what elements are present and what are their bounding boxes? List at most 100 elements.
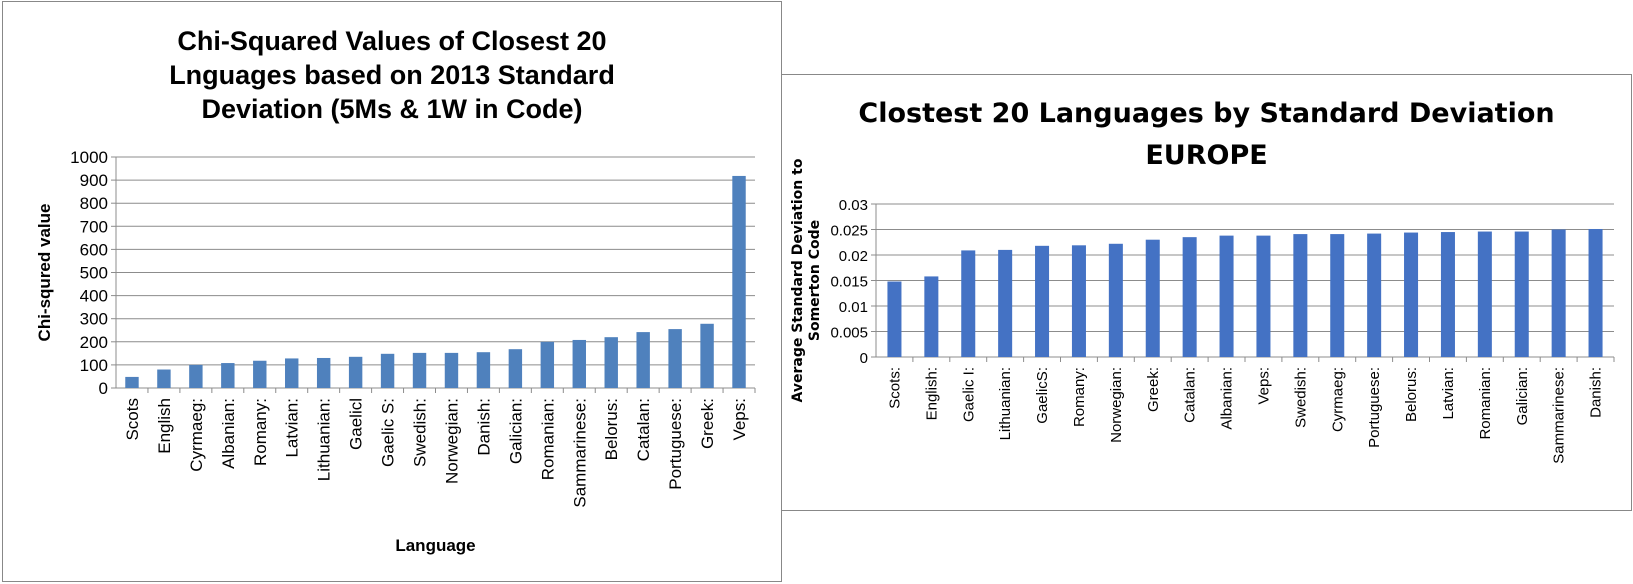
x-tick-label: Romany: [1071, 367, 1088, 427]
bar [732, 175, 746, 388]
x-tick-label: Cyrmaeg: [187, 398, 206, 472]
bar [1108, 243, 1123, 357]
bar [998, 249, 1013, 357]
x-tick-label: Sammarinese: [1551, 367, 1568, 464]
x-tick-label: Latvian: [1440, 367, 1457, 420]
bar [1514, 231, 1529, 357]
chart-panel-chi-squared: Chi-Squared Values of Closest 20 Lnguage… [2, 1, 782, 582]
y-tick-label: 0.02 [839, 248, 868, 265]
chart-title: Clostest 20 Languages by Standard Deviat… [858, 98, 1555, 171]
x-tick-label: Norwegian: [1108, 367, 1125, 443]
y-tick-label: 100 [80, 356, 108, 375]
x-tick-label: Swedish: [1292, 367, 1309, 428]
x-tick-label: Albanian: [1219, 367, 1236, 430]
bar [444, 352, 459, 388]
bar [1256, 235, 1271, 357]
bar [668, 329, 682, 388]
bar [1219, 235, 1234, 357]
bar [604, 337, 618, 388]
x-tick-label: Galician: [1514, 367, 1531, 425]
bar [572, 339, 586, 388]
x-tick-label: Romanian: [1477, 367, 1494, 440]
bar [348, 356, 363, 388]
x-tick-label: Scots: [886, 367, 903, 409]
x-tick-label: Sammarinese: [570, 398, 589, 508]
bar [1035, 245, 1050, 357]
x-tick-label: Belorus: [602, 398, 621, 460]
bar [540, 341, 555, 388]
bar [1588, 228, 1603, 357]
bar [125, 376, 139, 388]
bar [1145, 239, 1160, 357]
bar [924, 276, 939, 357]
bar [1551, 229, 1566, 357]
standard-deviation-bar-chart: 0.03 0.025 0.02 0.015 0.01 0.005 0 Scots: Englis… [790, 158, 1615, 464]
bar [221, 363, 235, 388]
x-tick-label: Lithuanian: [315, 398, 334, 481]
bar [636, 332, 650, 388]
y-tick-label: 0.03 [839, 197, 868, 214]
x-tick-label: Danish: [1588, 367, 1605, 418]
y-tick-label: 0 [860, 350, 868, 367]
y-tick-label: 200 [80, 333, 108, 352]
bar [887, 281, 902, 357]
x-tick-label: Portuguese: [1366, 367, 1383, 448]
y-tick-label: 0.015 [830, 274, 868, 291]
x-axis-title: Language [395, 536, 475, 555]
x-tick-label: Gaelic I: [960, 367, 977, 422]
y-tick-label: 800 [80, 194, 108, 213]
bar [1477, 231, 1492, 357]
y-tick-label: 300 [80, 310, 108, 329]
x-tick-label: English: [923, 367, 940, 420]
bar [508, 349, 523, 388]
bar [476, 352, 491, 388]
chart-panel-standard-deviation: Clostest 20 Languages by Standard Deviat… [781, 74, 1632, 511]
bar [700, 323, 714, 388]
x-tick-label: Romany: [251, 398, 270, 466]
bar [1404, 232, 1419, 357]
y-tick-label: 1000 [70, 148, 108, 167]
y-tick-label: 0.025 [830, 223, 868, 240]
x-tick-label: Catalan: [1182, 367, 1199, 423]
bar [1440, 232, 1455, 357]
y-axis-title: Average Standard Deviation toSomerton Co… [790, 158, 823, 402]
y-tick-label: 0 [99, 379, 108, 398]
y-axis-title: Chi-squred value [35, 204, 54, 342]
x-tick-label: Belorus: [1403, 367, 1420, 422]
y-tick-label: 700 [80, 217, 108, 236]
bar [412, 352, 427, 388]
x-tick-label: Gaelic S: [379, 398, 398, 467]
x-tick-label: Norwegian: [442, 398, 461, 484]
y-tick-label: 0.005 [830, 325, 868, 342]
bar [1293, 234, 1308, 357]
x-tick-label: Swedish: [411, 398, 430, 467]
x-tick-label: Veps: [1255, 367, 1272, 405]
chart-title: Chi-Squared Values of Closest 20 Lnguage… [169, 26, 615, 124]
x-tick-label: Latvian: [283, 398, 302, 458]
x-tick-label: Cyrmaeg: [1329, 367, 1346, 432]
bar [961, 250, 976, 357]
x-tick-label: Greek: [1145, 367, 1162, 412]
x-tick-label: Catalan: [634, 398, 653, 461]
y-tick-label: 400 [80, 287, 108, 306]
y-tick-label: 600 [80, 240, 108, 259]
x-tick-label: Gaelicl [347, 398, 366, 450]
bar [1071, 245, 1086, 357]
y-tick-label: 900 [80, 171, 108, 190]
x-tick-label: English [155, 398, 174, 454]
x-tick-label: Galician: [506, 398, 525, 464]
x-tick-label: Portuguese: [666, 398, 685, 490]
x-tick-label: Veps: [730, 398, 749, 441]
x-tick-label: Lithuanian: [997, 367, 1014, 440]
x-tick-label: Scots [123, 398, 142, 441]
y-tick-label: 500 [80, 264, 108, 283]
bar [1182, 237, 1197, 357]
y-tick-label: 0.01 [839, 299, 868, 316]
x-tick-label: Albanian: [219, 398, 238, 469]
bar [1330, 234, 1345, 357]
bar [285, 358, 299, 388]
bar [157, 369, 171, 388]
bar [189, 364, 203, 388]
x-tick-label: Danish: [474, 398, 493, 456]
